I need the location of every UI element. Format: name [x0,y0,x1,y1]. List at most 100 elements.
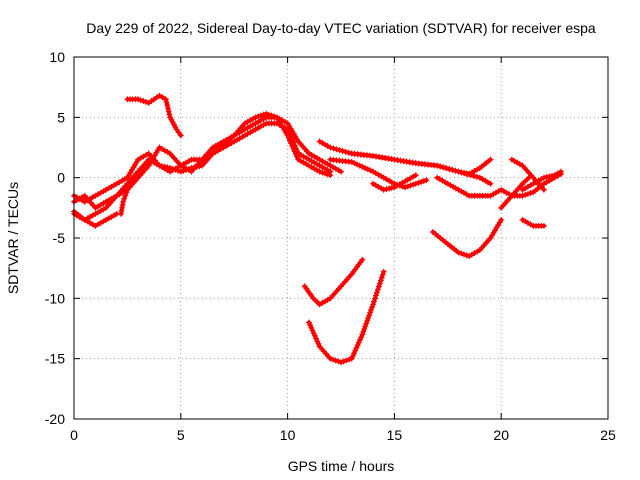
data-point [118,207,125,214]
data-point [348,355,355,362]
y-tick-label: -15 [45,351,65,367]
x-tick-label: 25 [600,427,616,443]
data-point [164,102,171,109]
data-point [358,334,365,341]
data-series [71,92,565,366]
data-point [470,172,477,179]
data-point [193,163,200,170]
data-point [355,339,362,346]
data-point [336,147,343,154]
data-point [335,358,342,365]
data-point [330,145,337,152]
series-arc-3 [71,110,334,205]
data-point [348,158,355,165]
data-point [163,99,170,106]
x-tick-label: 20 [493,427,509,443]
series-arc-16 [519,168,565,193]
data-point [458,169,465,176]
data-point [527,190,534,197]
data-point [124,186,131,193]
data-point [540,222,547,229]
data-point [397,157,404,164]
data-point [394,157,401,164]
data-point [460,169,467,176]
data-point [338,359,344,366]
data-point [385,155,392,162]
data-point [362,165,369,172]
data-point [271,113,278,120]
data-point [263,110,270,117]
data-point [546,173,553,180]
data-point [415,179,422,186]
data-point [188,165,195,172]
data-point [400,158,407,165]
data-point [382,155,389,162]
data-point [548,172,555,179]
data-point [402,184,409,191]
data-point [329,356,336,363]
data-point [327,355,334,362]
data-point [404,183,411,190]
data-point [403,158,410,165]
data-point [543,174,550,181]
data-point [340,358,347,365]
data-point [410,181,417,188]
series-arc-17 [519,216,547,229]
data-point [327,172,334,179]
data-point [123,189,130,196]
x-tick-labels: 0 5 10 15 20 25 [70,427,616,443]
data-point [122,192,129,199]
data-point [140,98,147,105]
data-point [386,185,393,192]
data-point [338,168,344,175]
data-point [159,163,166,170]
data-point [379,154,386,161]
data-point [366,312,373,319]
data-point [289,143,296,150]
data-point [558,168,565,175]
data-point [383,186,390,193]
series-arc-5 [124,92,184,139]
series-arc-13 [429,216,505,260]
data-point [377,277,384,284]
data-point [311,332,318,339]
data-point [175,129,182,136]
data-point [137,97,144,104]
data-point [473,173,480,180]
data-point [434,162,441,169]
data-point [284,132,291,139]
grid-lines [74,57,608,419]
series-arc-6 [117,186,131,217]
data-point [313,335,320,342]
data-point [376,153,383,160]
data-point [412,172,419,179]
data-point [120,198,127,205]
data-point [310,330,317,337]
data-point [260,111,267,118]
series-arc-8 [327,156,430,191]
data-point [487,180,494,187]
y-tick-label: 5 [57,109,65,125]
data-point [363,320,370,327]
chart-title: Day 229 of 2022, Sidereal Day-to-day VTE… [86,20,596,36]
data-point [524,190,531,197]
data-point [446,166,453,173]
series-arc-11 [434,171,565,199]
data-point [353,344,360,351]
data-point [365,315,372,322]
data-point [166,111,173,118]
data-point [369,304,376,311]
data-point [172,166,179,173]
data-point [332,357,339,364]
data-point [169,165,176,172]
data-point [540,174,547,181]
data-point [519,192,526,199]
data-point [409,159,416,166]
data-point [191,164,198,171]
y-tick-labels: -20 -15 -10 -5 0 5 10 [45,49,65,427]
data-point [540,186,547,193]
data-point [354,342,361,349]
series-arc-14 [498,174,532,211]
data-point [268,112,275,119]
data-point [379,271,386,278]
